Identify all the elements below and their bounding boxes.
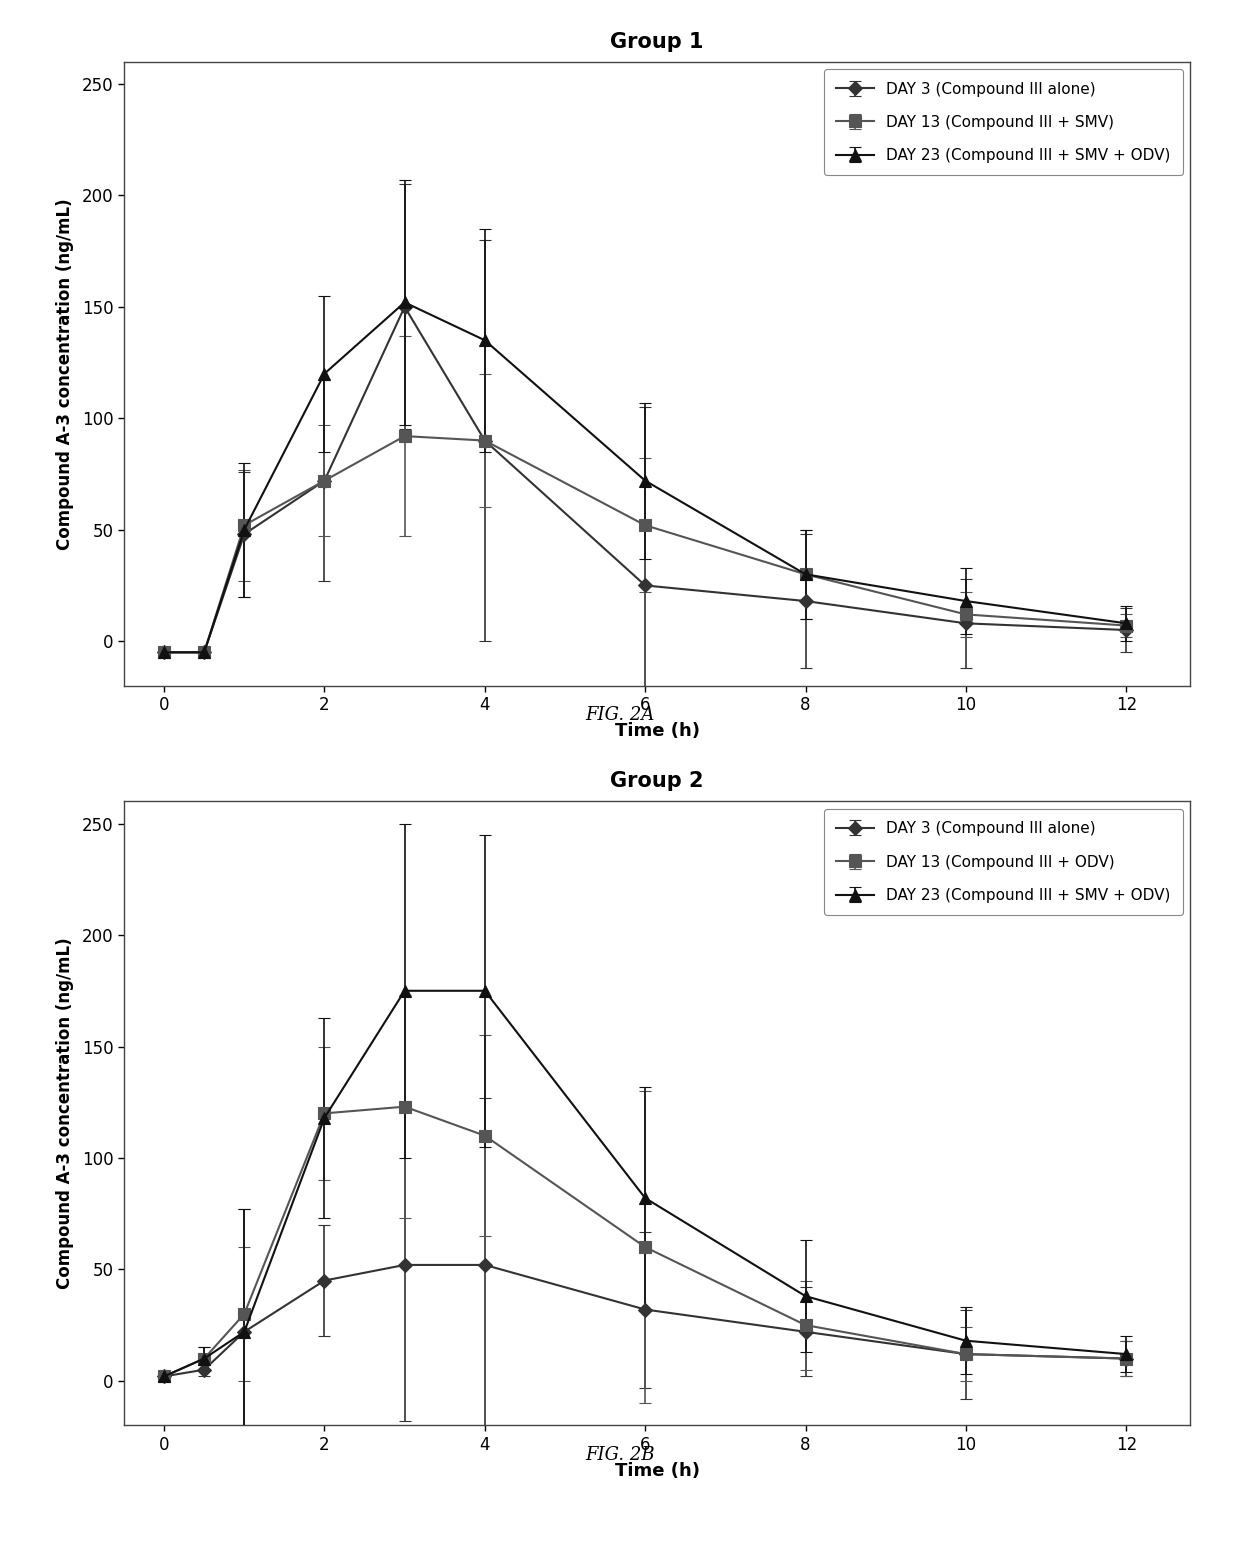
X-axis label: Time (h): Time (h) <box>615 1462 699 1481</box>
Legend: DAY 3 (Compound III alone), DAY 13 (Compound III + ODV), DAY 23 (Compound III + : DAY 3 (Compound III alone), DAY 13 (Comp… <box>823 809 1183 915</box>
X-axis label: Time (h): Time (h) <box>615 723 699 741</box>
Y-axis label: Compound A-3 concentration (ng/mL): Compound A-3 concentration (ng/mL) <box>56 937 73 1290</box>
Text: FIG. 2B: FIG. 2B <box>585 1445 655 1464</box>
Title: Group 1: Group 1 <box>610 32 704 52</box>
Text: FIG. 2A: FIG. 2A <box>585 706 655 724</box>
Title: Group 2: Group 2 <box>610 772 704 792</box>
Legend: DAY 3 (Compound III alone), DAY 13 (Compound III + SMV), DAY 23 (Compound III + : DAY 3 (Compound III alone), DAY 13 (Comp… <box>823 69 1183 176</box>
Y-axis label: Compound A-3 concentration (ng/mL): Compound A-3 concentration (ng/mL) <box>56 197 73 550</box>
